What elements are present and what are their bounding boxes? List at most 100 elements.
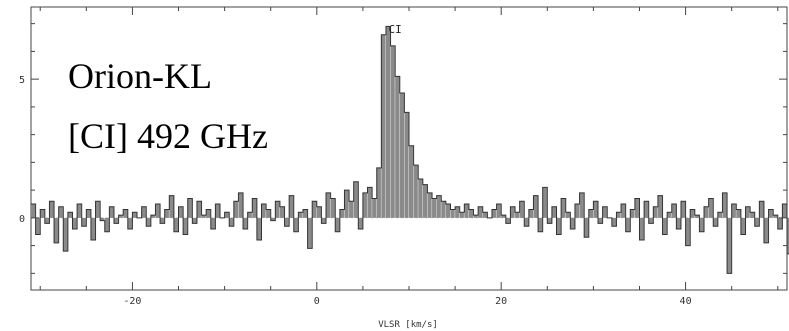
spectrum-channel bbox=[270, 217, 275, 221]
spectrum-channel bbox=[404, 112, 409, 218]
spectrum-channel bbox=[206, 209, 211, 218]
peak-label: CI bbox=[389, 23, 402, 36]
spectrum-channel bbox=[750, 212, 755, 218]
spectrum-channel bbox=[519, 201, 524, 218]
spectrum-channel bbox=[667, 212, 672, 218]
spectrum-channel bbox=[40, 209, 45, 218]
spectrum-channel bbox=[621, 203, 626, 218]
spectrum-channel bbox=[685, 217, 690, 246]
spectrum-channel bbox=[339, 209, 345, 218]
spectrum-channel bbox=[630, 209, 635, 218]
spectrum-channel bbox=[353, 181, 358, 218]
spectrum-channel bbox=[459, 212, 464, 218]
spectrum-channel bbox=[372, 198, 377, 218]
spectrum-channel bbox=[104, 217, 109, 232]
spectrum-channel bbox=[588, 209, 593, 218]
spectrum-channel bbox=[35, 217, 40, 235]
spectrum-channel bbox=[321, 217, 326, 224]
spectrum-channel bbox=[81, 217, 86, 227]
spectrum-line bbox=[31, 25, 789, 274]
spectrum-channel bbox=[252, 198, 257, 218]
spectrum-channel bbox=[362, 192, 368, 218]
spectrum-channel bbox=[146, 217, 151, 227]
spectrum-channel bbox=[551, 206, 557, 218]
spectrum-channel bbox=[445, 203, 451, 218]
spectrum-channel bbox=[395, 76, 400, 218]
y-axis-ticks: 05 bbox=[19, 23, 787, 274]
spectrum-channel bbox=[49, 201, 54, 218]
spectrum-channel bbox=[662, 217, 667, 235]
spectrum-channel bbox=[501, 215, 506, 218]
spectrum-channel bbox=[593, 201, 598, 218]
spectrum-channel bbox=[275, 201, 280, 218]
spectrum-channel bbox=[598, 217, 603, 224]
spectrum-channel bbox=[330, 198, 335, 218]
spectrum-channel bbox=[132, 212, 137, 218]
x-tick-label: 20 bbox=[495, 296, 507, 307]
spectrum-channel bbox=[210, 217, 215, 229]
x-axis-title: VLSR [km/s] bbox=[378, 320, 438, 330]
spectrum-channel bbox=[123, 209, 128, 218]
spectrum-channel bbox=[418, 179, 423, 218]
spectrum-channel bbox=[31, 203, 36, 218]
spectrum-channel bbox=[616, 212, 621, 218]
spectrum-channel bbox=[302, 209, 308, 218]
spectrum-channel bbox=[694, 215, 700, 218]
spectrum-channel bbox=[777, 217, 782, 229]
x-tick-label: 0 bbox=[314, 296, 320, 307]
spectrum-channel bbox=[450, 209, 455, 218]
spectrum-channel bbox=[727, 217, 732, 274]
spectrum-channel bbox=[233, 201, 239, 218]
spectrum-channel bbox=[768, 209, 773, 218]
spectrum-channel bbox=[680, 201, 686, 218]
spectrum-channel bbox=[528, 209, 534, 218]
spectrum-channel bbox=[187, 198, 192, 218]
spectrum-channel bbox=[690, 209, 695, 218]
spectrum-channel bbox=[491, 209, 497, 218]
spectrum-bars bbox=[31, 26, 789, 274]
spectrum-channel bbox=[653, 206, 658, 218]
x-tick-label: 40 bbox=[680, 296, 692, 307]
spectrum-channel bbox=[441, 201, 446, 218]
spectrum-channel bbox=[464, 203, 469, 218]
spectrum-channel bbox=[326, 192, 331, 218]
y-tick-label: 5 bbox=[19, 75, 25, 86]
spectrum-channel bbox=[72, 217, 77, 229]
spectrum-channel bbox=[376, 167, 381, 218]
spectrum-channel bbox=[422, 184, 428, 218]
spectrum-channel bbox=[256, 217, 262, 241]
spectrum-channel bbox=[316, 206, 322, 218]
spectrum-channel bbox=[381, 34, 386, 218]
spectrum-channel bbox=[759, 201, 764, 218]
x-tick-label: -20 bbox=[123, 296, 141, 307]
spectrum-channel bbox=[496, 203, 501, 218]
x-axis-ticks: -20 0 20 40 bbox=[39, 7, 779, 307]
spectrum-channel bbox=[432, 198, 437, 218]
spectrum-channel bbox=[533, 195, 538, 218]
spectrum-channel bbox=[385, 26, 391, 218]
spectrum-channel bbox=[141, 206, 146, 218]
spectrum-channel bbox=[409, 145, 414, 218]
spectrum-channel bbox=[150, 215, 156, 218]
spectrum-channel bbox=[192, 217, 197, 224]
spectrum-channel bbox=[565, 212, 570, 218]
spectrum-channel bbox=[482, 212, 487, 218]
spectrum-channel bbox=[58, 206, 63, 218]
spectrum-channel bbox=[183, 217, 188, 235]
spectrum-channel bbox=[570, 217, 575, 229]
spectrum-channel bbox=[611, 217, 617, 227]
spectrum-channel bbox=[436, 195, 441, 218]
spectrum-channel bbox=[704, 206, 709, 218]
spectrum-channel bbox=[634, 198, 640, 218]
spectrum-channel bbox=[169, 195, 174, 218]
spectrum-channel bbox=[763, 217, 769, 243]
spectrum-channel bbox=[109, 206, 114, 218]
spectrum-channel bbox=[538, 217, 543, 232]
spectrum-channel bbox=[639, 217, 644, 241]
spectrum-channel bbox=[736, 209, 741, 218]
spectrum-channel bbox=[413, 165, 418, 218]
spectrum-channel bbox=[201, 215, 206, 218]
spectrum-channel bbox=[390, 45, 395, 218]
spectrum-channel bbox=[289, 195, 294, 218]
spectrum-channel bbox=[399, 93, 404, 218]
